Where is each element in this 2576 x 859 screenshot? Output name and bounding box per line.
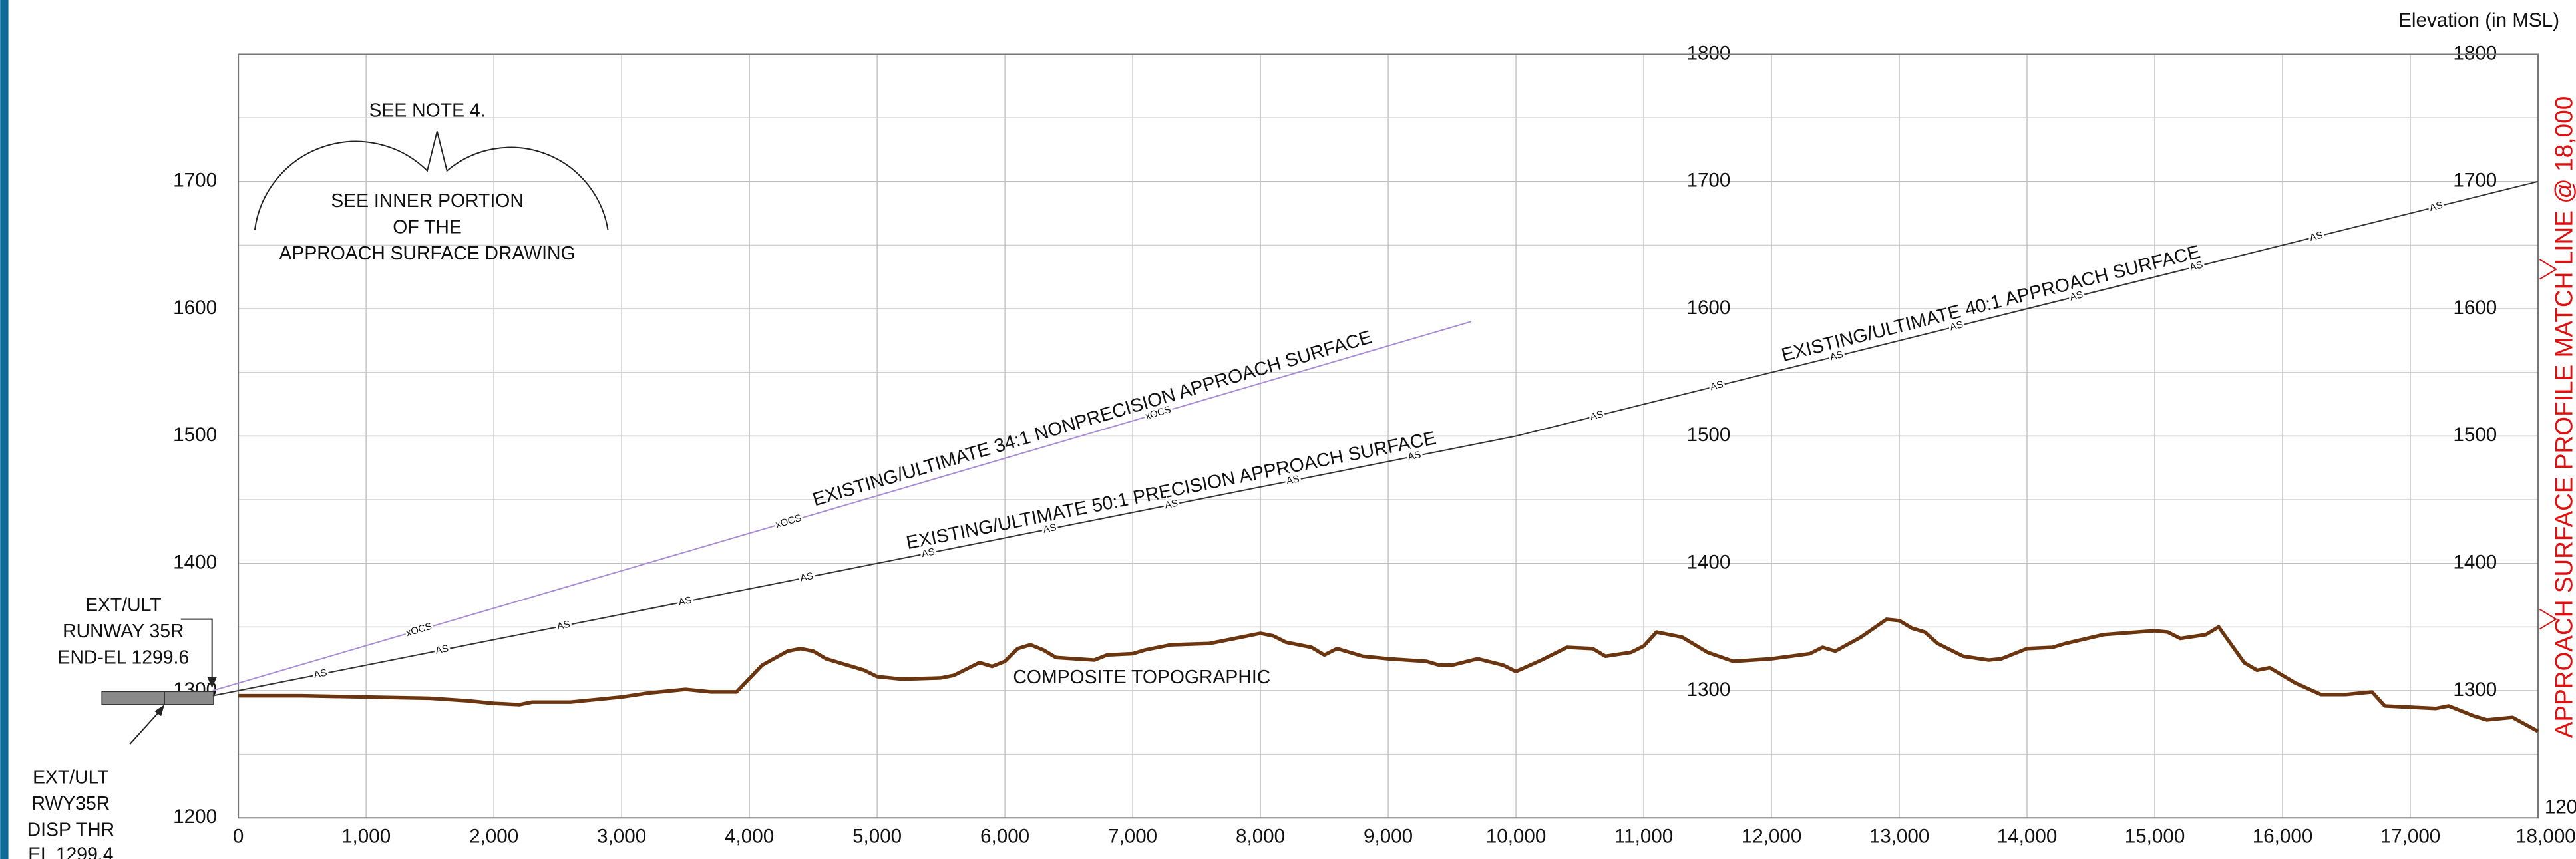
y-tick-label: 1500	[2453, 424, 2497, 446]
y-tick-label: 1700	[173, 170, 217, 192]
runway-label: END-EL 1299.6	[58, 647, 190, 668]
y-tick-label: 1600	[2453, 297, 2497, 319]
runway-label: EXT/ULT	[85, 594, 162, 615]
leader-arrow	[207, 677, 218, 689]
approach-surface-line	[212, 435, 1517, 697]
x-tick-label: 10,000	[1486, 826, 1547, 848]
y-tick-label: 1300	[1686, 679, 1730, 701]
y-tick-label: 1200	[2545, 796, 2576, 818]
y-tick-label: 1600	[1686, 297, 1730, 319]
note-text: SEE INNER PORTION	[331, 190, 524, 212]
note-cloud	[254, 131, 609, 230]
x-tick-label: 1,000	[341, 826, 391, 848]
x-tick-label: 14,000	[1997, 826, 2058, 848]
x-tick-label: 16,000	[2253, 826, 2313, 848]
y-tick-label: 1800	[1686, 42, 1730, 64]
y-tick-label: 1600	[173, 297, 217, 319]
y-axis-label: Elevation (in MSL)	[2398, 9, 2559, 31]
y-tick-label: 1200	[173, 806, 217, 828]
approach-surface-line	[212, 321, 1472, 691]
x-tick-label: 3,000	[597, 826, 646, 848]
break-symbol	[2539, 608, 2558, 630]
y-tick-label: 1300	[2453, 679, 2497, 701]
threshold-label: DISP THR	[27, 820, 114, 841]
x-tick-label: 12,000	[1742, 826, 1802, 848]
x-tick-label: 11,000	[1614, 826, 1673, 848]
threshold-label: EL 1299.4	[28, 844, 113, 859]
x-tick-label: 18,000	[2515, 826, 2576, 848]
x-tick-label: 6,000	[980, 826, 1029, 848]
threshold-label: EXT/ULT	[33, 767, 109, 788]
x-tick-label: 2,000	[469, 826, 518, 848]
leader-line	[180, 618, 213, 680]
y-tick-label: 1400	[2453, 552, 2497, 574]
break-symbol	[2539, 259, 2558, 280]
leader-line	[129, 709, 162, 745]
leader-arrow	[154, 704, 165, 717]
note-text: SEE NOTE 4.	[369, 100, 486, 121]
x-tick-label: 4,000	[725, 826, 774, 848]
terrain-line	[238, 617, 2539, 733]
left-edge-bar	[0, 0, 9, 859]
x-tick-label: 8,000	[1236, 826, 1285, 848]
match-line-label: APPROACH SURFACE PROFILE MATCH LINE @ 18…	[2550, 96, 2576, 739]
y-tick-label: 1500	[1686, 424, 1730, 446]
runway	[101, 691, 214, 705]
x-tick-label: 7,000	[1108, 826, 1157, 848]
y-tick-label: 1700	[2453, 170, 2497, 192]
y-tick-label: 1500	[173, 424, 217, 446]
x-tick-label: 9,000	[1364, 826, 1413, 848]
y-tick-label: 1800	[2453, 42, 2497, 64]
plot-frame	[238, 53, 2539, 819]
x-tick-label: 15,000	[2125, 826, 2185, 848]
x-tick-label: 0	[233, 826, 244, 848]
y-tick-label: 1400	[1686, 552, 1730, 574]
y-tick-label: 1700	[1686, 170, 1730, 192]
runway-label: RUNWAY 35R	[63, 621, 184, 642]
note-text: OF THE	[393, 217, 462, 238]
y-tick-label: 1400	[173, 552, 217, 574]
note-text: APPROACH SURFACE DRAWING	[279, 243, 575, 264]
x-tick-label: 13,000	[1869, 826, 1930, 848]
x-tick-label: 17,000	[2380, 826, 2441, 848]
threshold-label: RWY35R	[32, 793, 110, 814]
approach-surface-line	[1515, 180, 2539, 437]
terrain-label: COMPOSITE TOPOGRAPHIC	[1013, 667, 1270, 688]
x-tick-label: 5,000	[852, 826, 902, 848]
